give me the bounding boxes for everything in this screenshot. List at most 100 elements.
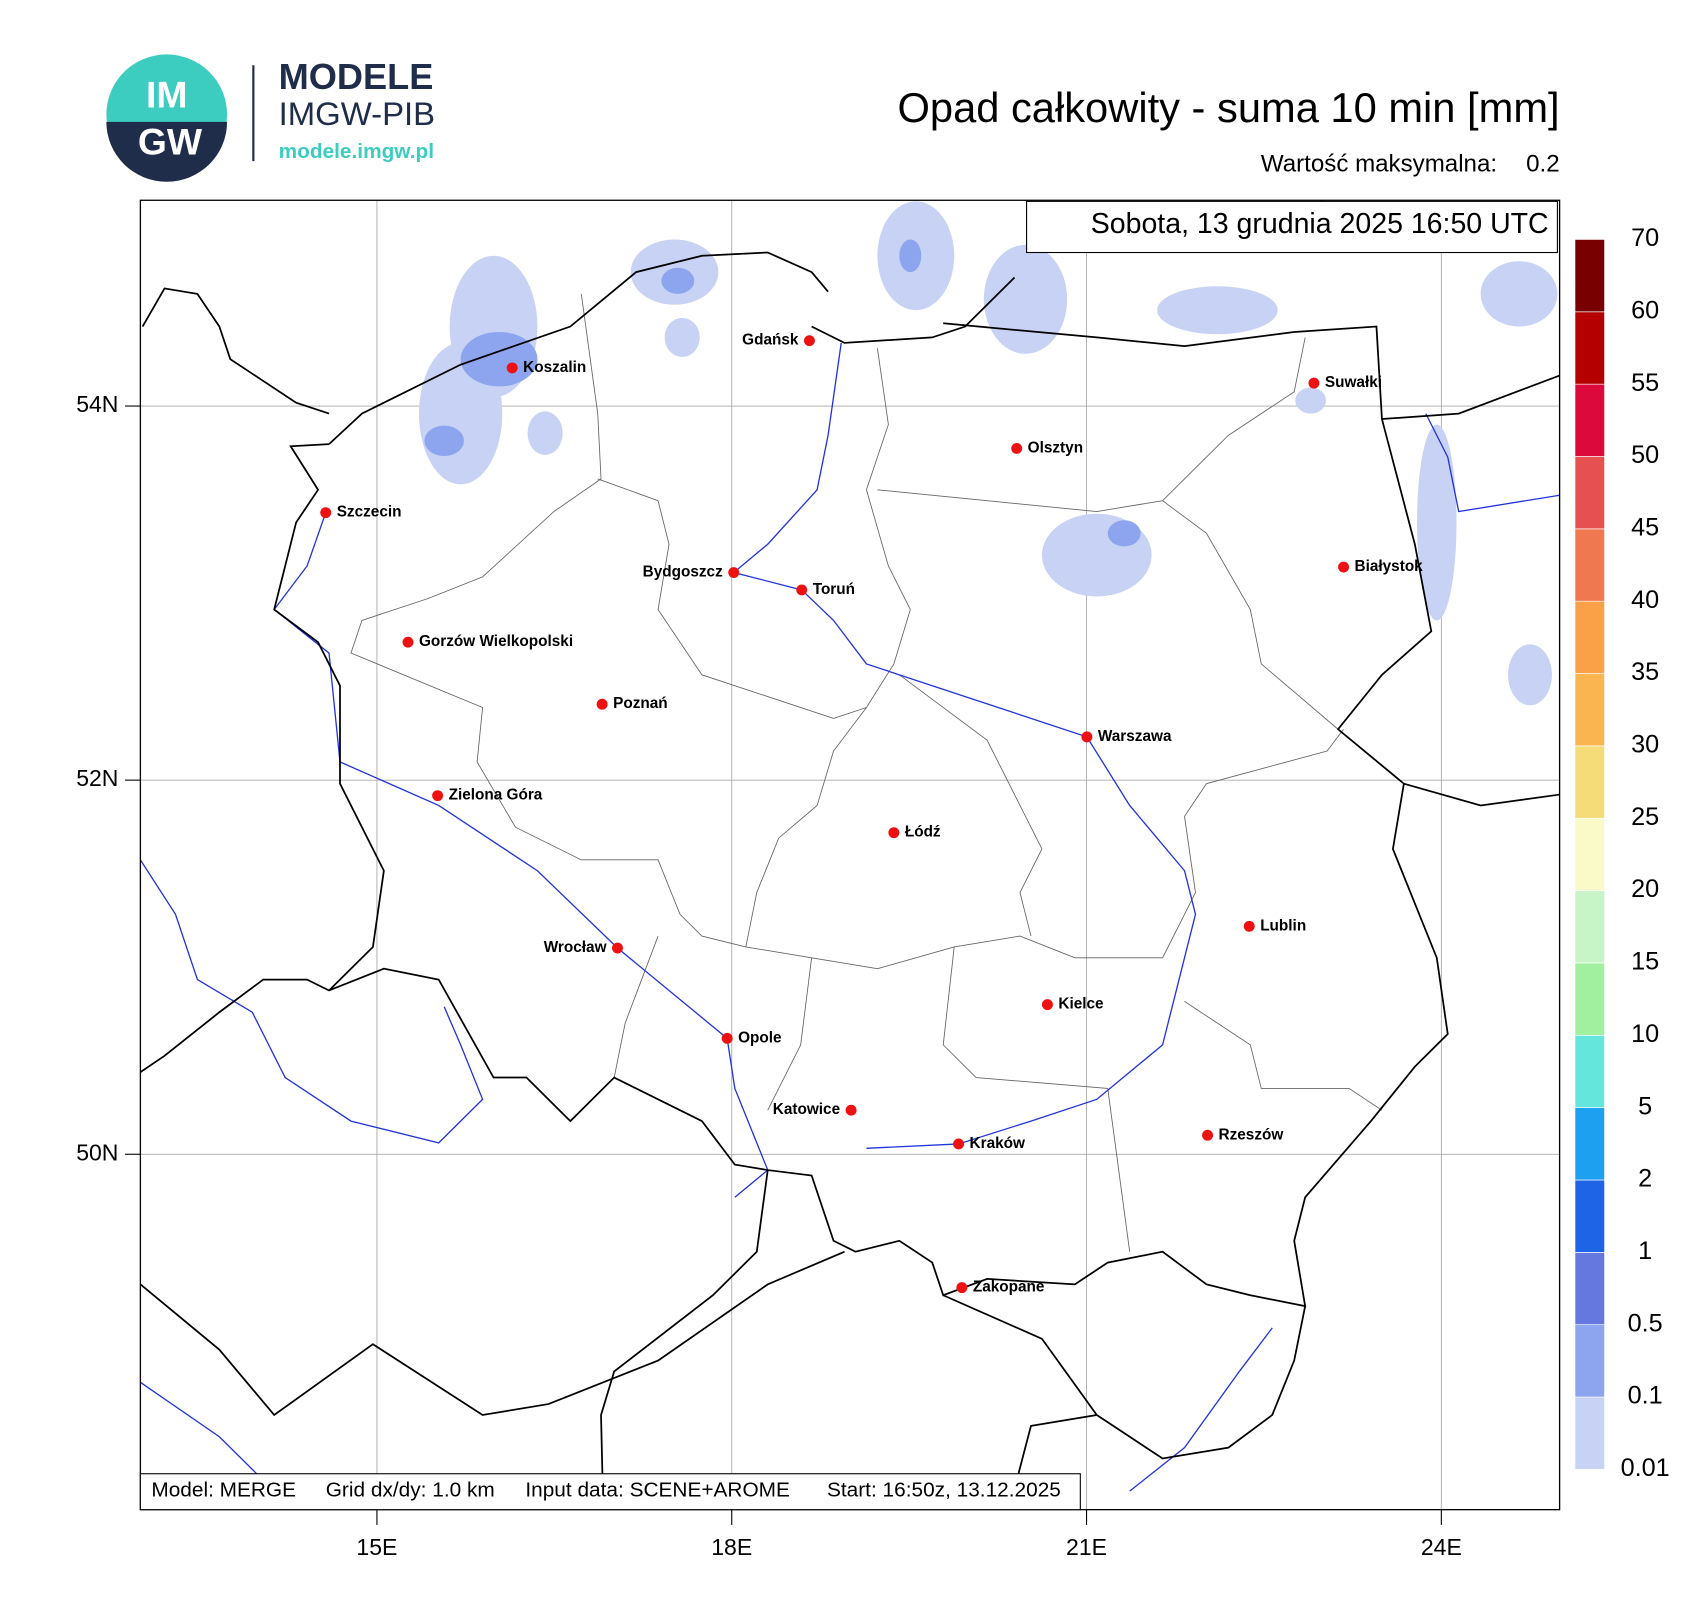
city-label: Wrocław bbox=[544, 939, 607, 956]
color-band bbox=[1574, 456, 1605, 530]
legend-label: 10 bbox=[1631, 1020, 1659, 1048]
city-label: Bydgoszcz bbox=[643, 564, 723, 581]
map: Gdańsk Koszalin Suwałki Olsztyn Szczecin Bydg… bbox=[140, 200, 1560, 1510]
city-label: Zakopane bbox=[973, 1279, 1045, 1296]
org: IMGW-PIB bbox=[279, 95, 436, 132]
legend-label: 50 bbox=[1631, 441, 1659, 469]
city-label: Lublin bbox=[1260, 917, 1306, 934]
url: modele.imgw.pl bbox=[279, 140, 434, 163]
legend-label: 45 bbox=[1631, 514, 1659, 542]
color-band bbox=[1574, 890, 1605, 964]
color-band bbox=[1574, 745, 1605, 819]
city-label: Opole bbox=[738, 1029, 781, 1046]
admin-borders bbox=[350, 293, 1383, 1252]
city-marker bbox=[320, 507, 332, 519]
legend-label: 25 bbox=[1631, 803, 1659, 831]
valid-time: Sobota, 13 grudnia 2025 16:50 UTC bbox=[1091, 208, 1549, 240]
city-label: Łódź bbox=[905, 824, 941, 841]
color-band bbox=[1574, 1034, 1605, 1108]
city-label: Zielona Góra bbox=[449, 787, 543, 804]
city-label: Kraków bbox=[970, 1135, 1026, 1152]
city-label: Suwałki bbox=[1325, 374, 1382, 391]
legend-label: 2 bbox=[1638, 1165, 1652, 1193]
city-marker bbox=[888, 827, 900, 839]
legend-label: 1 bbox=[1638, 1237, 1652, 1265]
city-marker bbox=[1081, 731, 1093, 743]
city-label: Szczecin bbox=[337, 504, 402, 521]
time-box bbox=[1026, 200, 1558, 254]
logo-bottom: GW bbox=[138, 121, 202, 163]
city-label: Poznań bbox=[613, 695, 668, 712]
y-tick-label: 52N bbox=[76, 765, 118, 791]
color-band bbox=[1574, 528, 1605, 602]
city-label: Olsztyn bbox=[1028, 440, 1083, 457]
legend-label: 60 bbox=[1631, 297, 1659, 325]
city-label: Warszawa bbox=[1098, 728, 1172, 745]
city-marker bbox=[803, 335, 815, 347]
city-marker bbox=[956, 1282, 968, 1294]
y-tick-label: 54N bbox=[76, 391, 118, 417]
color-band bbox=[1574, 383, 1605, 457]
city-label: Gorzów Wielkopolski bbox=[419, 633, 573, 650]
city-marker bbox=[728, 567, 740, 578]
x-tick-label: 18E bbox=[711, 1534, 752, 1560]
city-marker bbox=[402, 636, 414, 648]
color-band bbox=[1574, 600, 1605, 674]
color-band bbox=[1574, 817, 1605, 891]
city-marker bbox=[1243, 920, 1255, 932]
city-label: Katowice bbox=[773, 1101, 840, 1118]
city-marker bbox=[953, 1138, 965, 1150]
color-band bbox=[1574, 962, 1605, 1036]
city-marker bbox=[1011, 442, 1023, 454]
city-label: Kielce bbox=[1058, 996, 1103, 1013]
legend-label: 5 bbox=[1638, 1092, 1652, 1120]
footer-box bbox=[139, 1473, 1081, 1511]
color-band bbox=[1574, 1324, 1605, 1398]
legend-label: 30 bbox=[1631, 731, 1659, 759]
city-marker bbox=[1202, 1129, 1214, 1141]
legend-label: 55 bbox=[1631, 369, 1659, 397]
color-band bbox=[1574, 1179, 1605, 1253]
legend-label: 15 bbox=[1631, 948, 1659, 976]
footer-text: Input data: SCENE+AROME bbox=[525, 1479, 790, 1502]
footer-text: Start: 16:50z, 13.12.2025 bbox=[827, 1479, 1061, 1502]
legend-label: 40 bbox=[1631, 586, 1659, 614]
city-marker bbox=[596, 698, 608, 710]
map-title: Opad całkowity - suma 10 min [mm] bbox=[898, 84, 1560, 131]
city-marker bbox=[845, 1104, 857, 1116]
city-marker bbox=[1308, 377, 1320, 389]
city-label: Koszalin bbox=[523, 359, 586, 376]
city-marker bbox=[1338, 561, 1350, 573]
city-label: Toruń bbox=[813, 581, 855, 598]
city-marker bbox=[506, 362, 518, 374]
x-tick-label: 24E bbox=[1421, 1534, 1462, 1560]
color-band bbox=[1574, 1396, 1605, 1470]
city-label: Białystok bbox=[1355, 558, 1424, 575]
max-label: Wartość maksymalna: bbox=[1261, 151, 1497, 178]
logo: IM GW MODELE IMGW-PIB modele.imgw.pl bbox=[106, 54, 436, 182]
brand: MODELE bbox=[279, 56, 434, 97]
legend-label: 35 bbox=[1631, 658, 1659, 686]
legend-label: 20 bbox=[1631, 875, 1659, 903]
legend-label: 0.01 bbox=[1621, 1454, 1670, 1482]
city-label: Gdańsk bbox=[742, 332, 799, 349]
footer-text: Grid dx/dy: 1.0 km bbox=[326, 1479, 495, 1502]
precipitation bbox=[418, 201, 1558, 706]
color-band bbox=[1574, 1107, 1605, 1181]
y-tick-label: 50N bbox=[76, 1139, 118, 1165]
logo-top: IM bbox=[146, 74, 187, 116]
legend-label: 70 bbox=[1631, 224, 1659, 252]
city-marker bbox=[432, 790, 444, 802]
city-marker bbox=[721, 1032, 733, 1044]
city-marker bbox=[1041, 999, 1053, 1011]
x-tick-label: 21E bbox=[1066, 1534, 1107, 1560]
color-band bbox=[1574, 673, 1605, 747]
color-band bbox=[1574, 239, 1605, 313]
max-value: 0.2 bbox=[1526, 151, 1560, 178]
footer-text: Model: MERGE bbox=[151, 1479, 296, 1502]
city-marker bbox=[612, 942, 623, 954]
city-label: Rzeszów bbox=[1219, 1126, 1284, 1143]
city-marker bbox=[796, 584, 808, 596]
legend-label: 0.5 bbox=[1628, 1309, 1663, 1337]
